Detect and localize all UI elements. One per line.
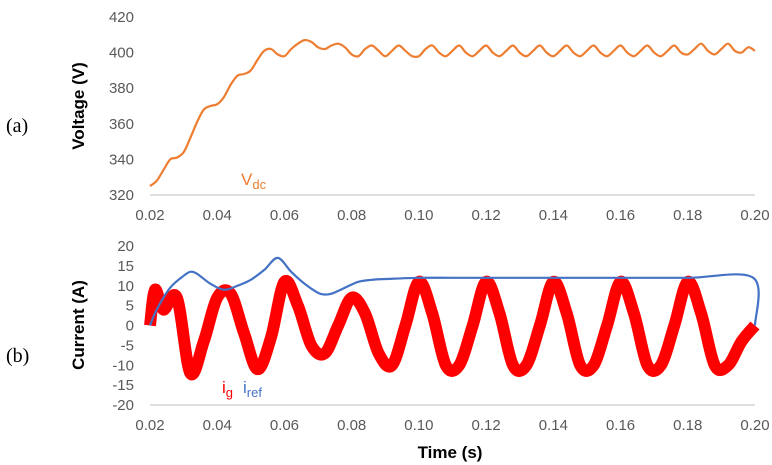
y-tick-label: 420 (109, 9, 134, 26)
x-tick-label: 0.08 (337, 207, 366, 224)
x-tick-label: 0.20 (740, 207, 769, 224)
panel-label-a: (a) (6, 115, 28, 137)
x-tick-label: 0.12 (472, 207, 501, 224)
y-tick-label: 360 (109, 116, 134, 133)
current-panel: (b) Current (A) -20 -15 -10 -5 0 5 10 15 20 0.02… (6, 238, 770, 462)
y-tick-label: 400 (109, 45, 134, 62)
x-tick-label: 0.04 (203, 417, 232, 434)
y-tick-label: 20 (117, 238, 134, 255)
x-tick-label: 0.06 (270, 417, 299, 434)
vdc-label-main: V (241, 170, 253, 189)
ig-label-main: i (222, 378, 226, 397)
voltage-axis-title: Voltage (V) (69, 62, 88, 150)
voltage-x-tick-labels: 0.02 0.04 0.06 0.08 0.10 0.12 0.14 0.16 0.18 0.20 (135, 207, 769, 224)
ig-label-sub: g (226, 385, 233, 400)
x-tick-label: 0.18 (673, 207, 702, 224)
current-y-tick-labels: -20 -15 -10 -5 0 5 10 15 20 (112, 238, 134, 414)
vdc-series-label: Vdc (241, 170, 267, 192)
y-tick-label: -15 (112, 377, 134, 394)
x-tick-label: 0.16 (606, 207, 635, 224)
iref-label-sub: ref (247, 385, 263, 400)
x-tick-label: 0.06 (270, 207, 299, 224)
y-tick-label: 380 (109, 80, 134, 97)
x-tick-label: 0.02 (135, 417, 164, 434)
iref-label-main: i (243, 378, 247, 397)
y-tick-label: -10 (112, 357, 134, 374)
ig-series-line (144, 274, 760, 381)
x-tick-label: 0.14 (539, 417, 568, 434)
x-tick-label: 0.10 (404, 207, 433, 224)
x-tick-label: 0.12 (472, 417, 501, 434)
x-tick-label: 0.10 (404, 417, 433, 434)
vdc-label-sub: dc (252, 177, 266, 192)
y-tick-label: 0 (126, 318, 134, 335)
y-tick-label: 15 (117, 258, 134, 275)
vdc-series-line (149, 38, 756, 187)
y-tick-label: 5 (126, 298, 134, 315)
iref-series-label: iref (243, 378, 262, 400)
current-x-tick-labels: 0.02 0.04 0.06 0.08 0.10 0.12 0.14 0.16 0.18 0.20 (135, 417, 769, 434)
x-tick-label: 0.08 (337, 417, 366, 434)
x-tick-label: 0.02 (135, 207, 164, 224)
iref-series-line (148, 256, 760, 326)
time-axis-title: Time (s) (418, 443, 483, 462)
y-tick-label: 340 (109, 151, 134, 168)
y-tick-label: 10 (117, 278, 134, 295)
y-tick-label: -5 (121, 337, 134, 354)
y-tick-label: 320 (109, 187, 134, 204)
panel-label-b: (b) (6, 345, 29, 367)
y-tick-label: -20 (112, 397, 134, 414)
x-tick-label: 0.18 (673, 417, 702, 434)
x-tick-label: 0.14 (539, 207, 568, 224)
voltage-y-tick-labels: 320 340 360 380 400 420 (109, 9, 134, 204)
ig-series-label: ig (222, 378, 233, 400)
x-tick-label: 0.20 (740, 417, 769, 434)
x-tick-label: 0.04 (203, 207, 232, 224)
current-axis-title: Current (A) (69, 280, 88, 370)
x-tick-label: 0.16 (606, 417, 635, 434)
